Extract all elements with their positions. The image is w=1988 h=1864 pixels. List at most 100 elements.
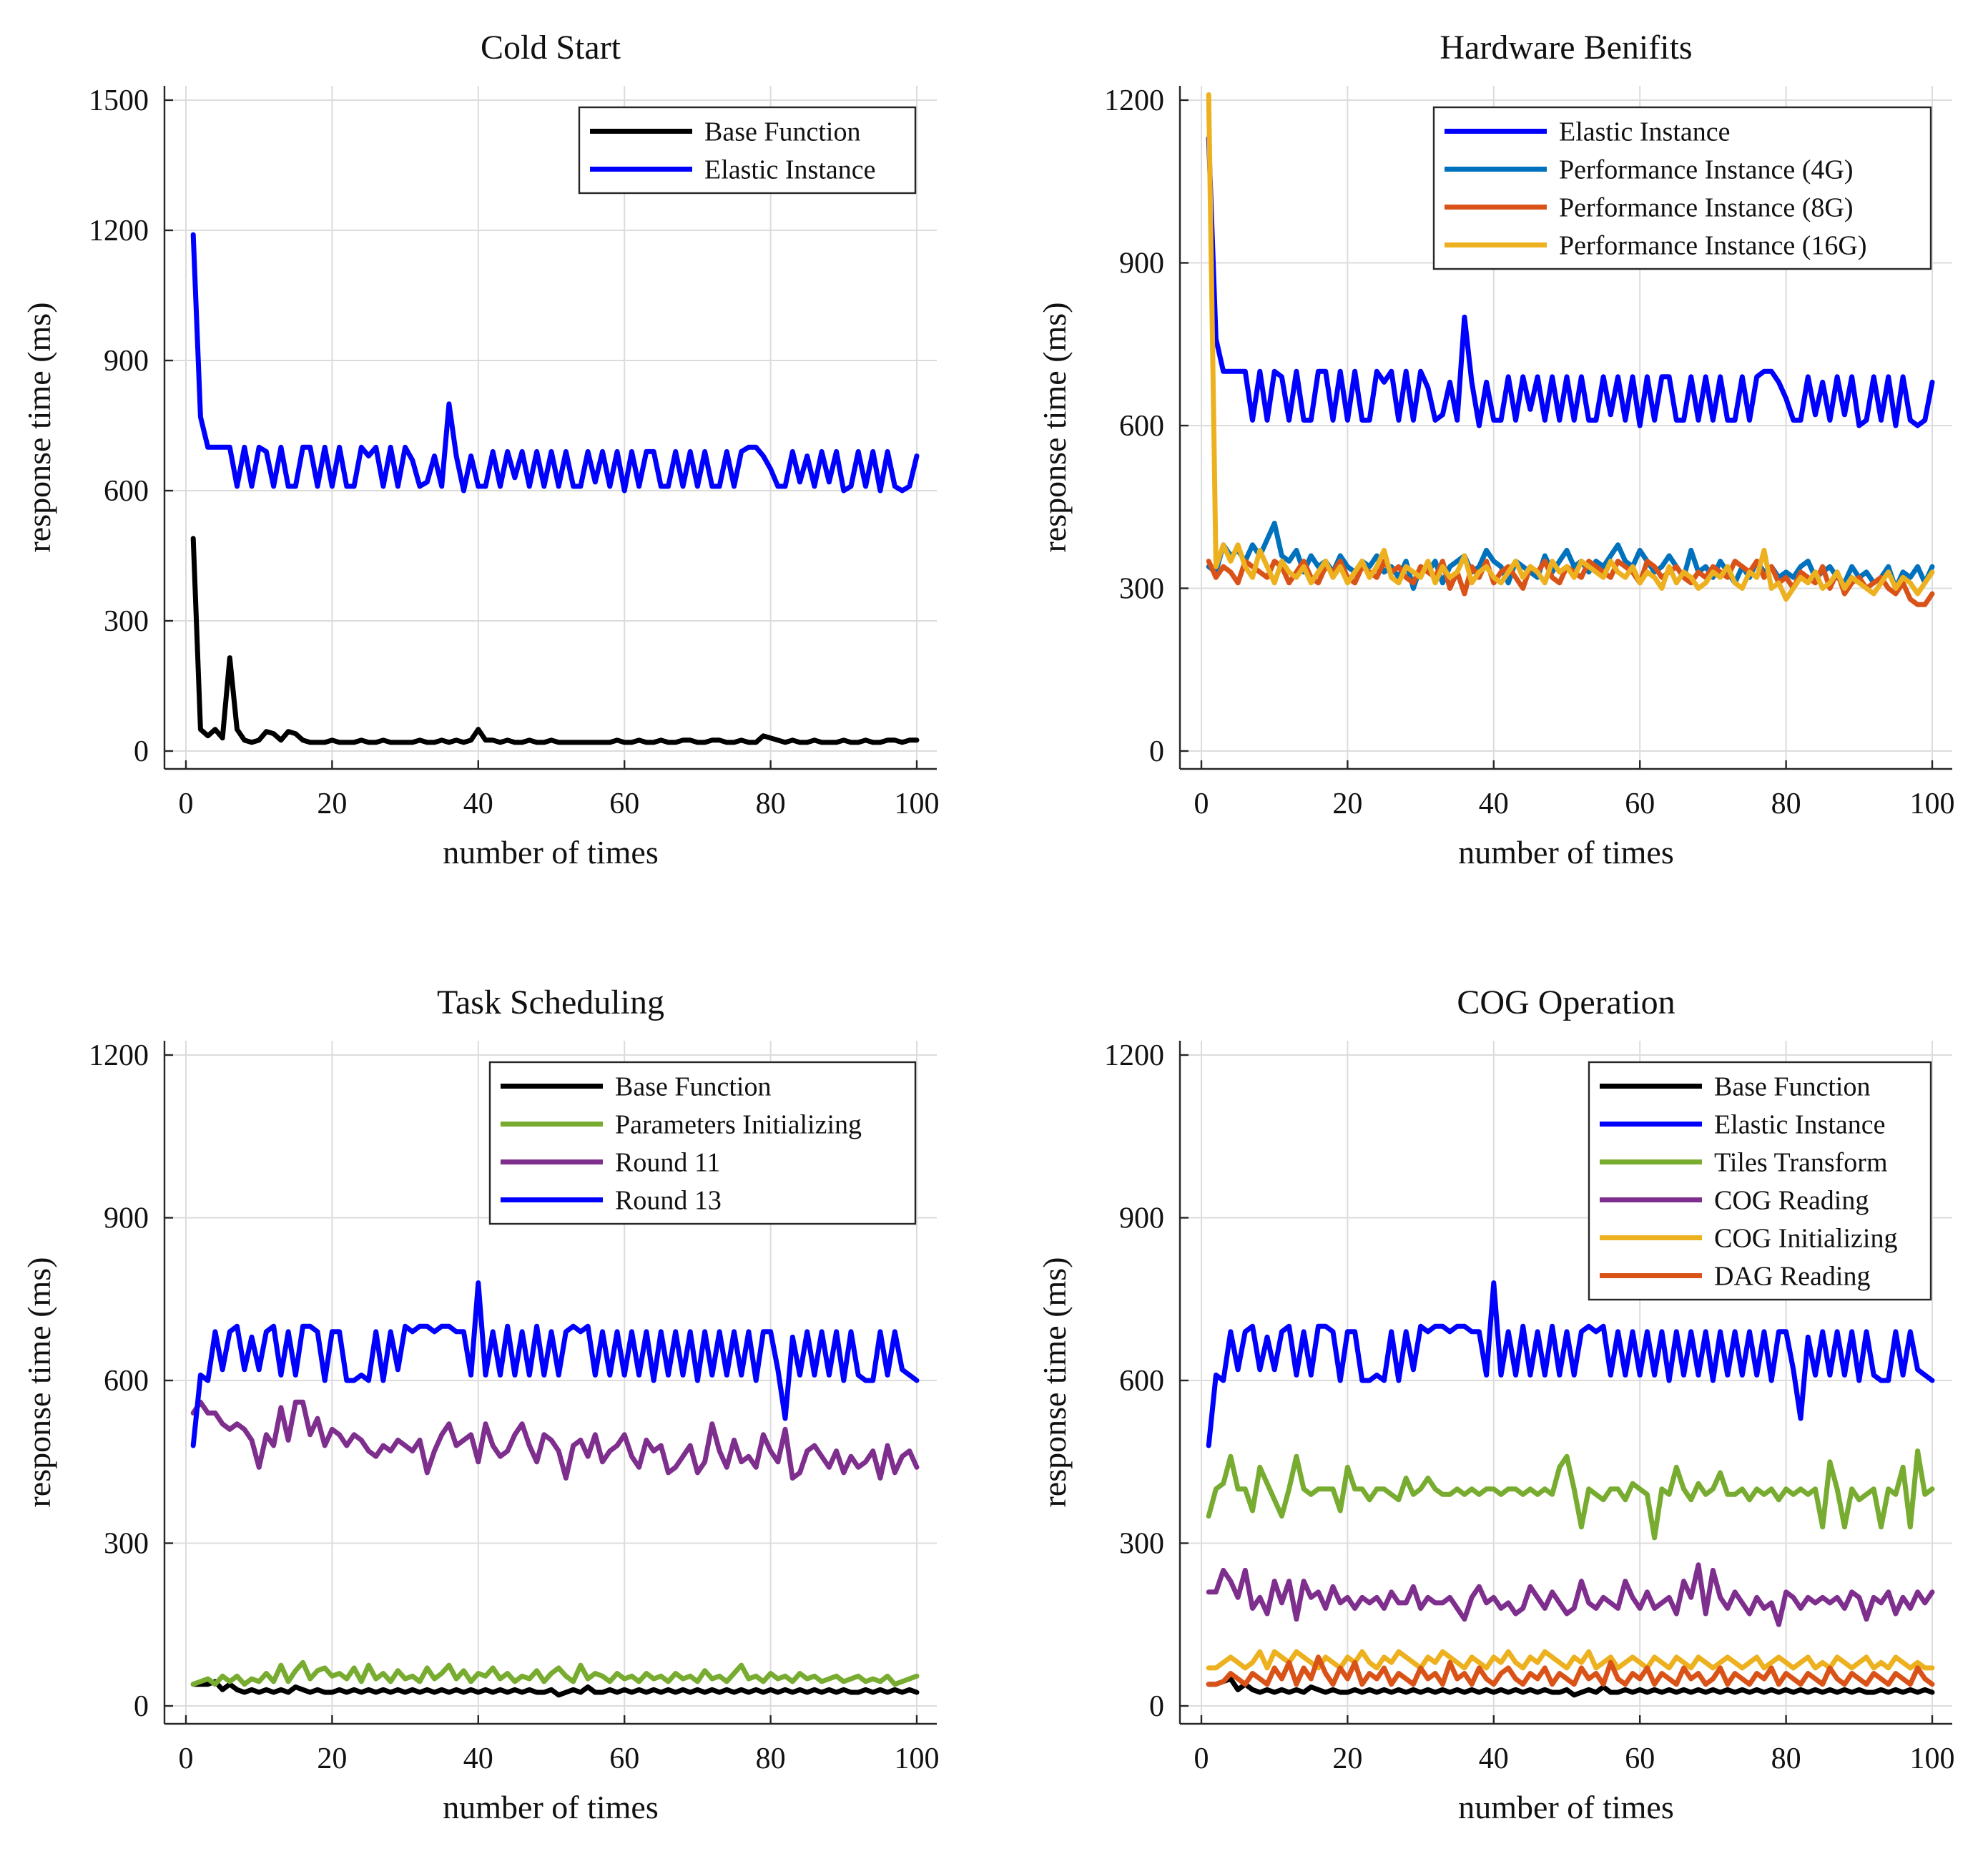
x-tick-label: 100 — [895, 1742, 940, 1775]
x-tick-label: 100 — [1910, 788, 1955, 820]
series-cog-reading — [1206, 1562, 1935, 1627]
legend: Elastic Instance Performance Instance (4G… — [1432, 106, 1932, 270]
legend-label: Performance Instance (8G) — [1559, 193, 1853, 223]
x-tick-label: 0 — [1194, 788, 1209, 820]
y-tick-label: 1200 — [89, 215, 149, 247]
chart-cog-operation: 0 20 40 60 80 100 0 300 600 900 1200 COG Operation n… — [1036, 983, 1955, 1825]
legend-label: COG Initializing — [1714, 1224, 1897, 1254]
x-tick-label: 60 — [1625, 1742, 1655, 1775]
y-tick-label: 1200 — [89, 1039, 149, 1072]
chart-title: COG Operation — [1457, 983, 1675, 1021]
x-tick-label: 20 — [317, 788, 347, 820]
x-tick-label: 80 — [1771, 1742, 1801, 1775]
y-tick-label: 600 — [104, 1365, 149, 1398]
y-axis-label: response time (ms) — [21, 302, 57, 552]
y-tick-label: 300 — [104, 605, 149, 638]
y-tick-label: 1200 — [1104, 1039, 1164, 1072]
legend-label: Performance Instance (4G) — [1559, 155, 1853, 185]
x-tick-label: 100 — [895, 788, 940, 820]
legend-label: Elastic Instance — [704, 155, 876, 185]
x-tick-label: 80 — [756, 788, 786, 820]
series-round-11 — [190, 1399, 920, 1481]
chart-title: Task Scheduling — [437, 983, 664, 1021]
y-axis-label: response time (ms) — [1036, 302, 1073, 552]
legend-label: Base Function — [1714, 1072, 1870, 1102]
x-tick-label: 20 — [317, 1742, 347, 1775]
series-base-function — [190, 1679, 920, 1698]
legend-box — [1432, 106, 1932, 270]
x-tick-label: 0 — [179, 1742, 194, 1775]
series-performance-instance-4g- — [1206, 521, 1935, 591]
legend-label: Elastic Instance — [1559, 117, 1731, 147]
x-tick-label: 0 — [179, 788, 194, 820]
x-tick-label: 20 — [1332, 788, 1362, 820]
y-tick-label: 0 — [134, 735, 149, 768]
y-tick-label: 0 — [134, 1690, 149, 1723]
y-tick-label: 300 — [104, 1528, 149, 1561]
legend-box — [488, 1061, 917, 1225]
chart-title: Cold Start — [481, 29, 621, 67]
y-tick-label: 0 — [1149, 1690, 1164, 1723]
series-cog-initializing — [1206, 1649, 1935, 1671]
x-axis-label: number of times — [1458, 1789, 1674, 1825]
y-tick-label: 300 — [1119, 573, 1164, 606]
series-performance-instance-16g- — [1206, 92, 1935, 602]
legend-label: Performance Instance (16G) — [1559, 231, 1866, 261]
x-tick-label: 80 — [1771, 788, 1801, 820]
series-elastic-instance — [190, 232, 920, 494]
x-tick-label: 60 — [609, 1742, 639, 1775]
y-tick-label: 600 — [1119, 410, 1164, 443]
legend-label: Tiles Transform — [1714, 1148, 1888, 1178]
grid-lines — [164, 86, 937, 769]
y-tick-label: 1200 — [1104, 84, 1164, 117]
x-tick-label: 40 — [463, 788, 493, 820]
y-tick-label: 900 — [1119, 1202, 1164, 1235]
series-base-function — [1206, 1676, 1935, 1698]
chart-title: Hardware Benifits — [1440, 29, 1692, 67]
series-elastic-instance — [1206, 135, 1935, 428]
legend-label: Parameters Initializing — [615, 1110, 862, 1140]
legend: Base Function Elastic Instance Tiles Trans… — [1588, 1061, 1932, 1301]
series-elastic-instance — [1206, 1280, 1935, 1448]
x-tick-label: 60 — [1625, 788, 1655, 820]
legend-label: Round 13 — [615, 1186, 722, 1216]
chart-cold-start: 0 20 40 60 80 100 0 300 600 900 1200 1500 Cold Start… — [21, 29, 940, 870]
y-tick-label: 900 — [1119, 247, 1164, 280]
chart-hardware-benifits: 0 20 40 60 80 100 0 300 600 900 1200 Hardware Benif… — [1036, 29, 1955, 870]
series-dag-reading — [1206, 1654, 1935, 1687]
series-parameters-initializing — [190, 1659, 920, 1687]
legend-label: DAG Reading — [1714, 1262, 1870, 1292]
y-tick-label: 600 — [1119, 1365, 1164, 1398]
x-tick-label: 20 — [1332, 1742, 1362, 1775]
x-tick-label: 60 — [609, 788, 639, 820]
legend-label: COG Reading — [1714, 1186, 1869, 1216]
series-base-function — [190, 536, 920, 745]
legend-label: Base Function — [704, 117, 860, 147]
y-tick-label: 600 — [104, 475, 149, 508]
series-tiles-transform — [1206, 1448, 1935, 1541]
x-tick-label: 0 — [1194, 1742, 1209, 1775]
x-axis-label: number of times — [443, 834, 659, 870]
x-tick-label: 80 — [756, 1742, 786, 1775]
legend-label: Base Function — [615, 1072, 771, 1102]
y-tick-label: 300 — [1119, 1528, 1164, 1561]
x-tick-label: 40 — [1479, 1742, 1509, 1775]
legend: Base Function Parameters Initializing Roun… — [488, 1061, 917, 1225]
legend-label: Elastic Instance — [1714, 1110, 1886, 1140]
series-round-13 — [190, 1280, 920, 1448]
legend-box — [1588, 1061, 1932, 1301]
x-axis-label: number of times — [1458, 834, 1674, 870]
legend: Base Function Elastic Instance — [578, 106, 917, 195]
x-tick-label: 100 — [1910, 1742, 1955, 1775]
y-axis-label: response time (ms) — [1036, 1257, 1073, 1507]
y-tick-label: 900 — [104, 1202, 149, 1235]
y-axis-label: response time (ms) — [21, 1257, 57, 1507]
legend-label: Round 11 — [615, 1148, 720, 1178]
y-tick-label: 0 — [1149, 735, 1164, 768]
x-tick-label: 40 — [463, 1742, 493, 1775]
legend-box — [578, 106, 917, 195]
chart-task-scheduling: 0 20 40 60 80 100 0 300 600 900 1200 Task Schedulin… — [21, 983, 940, 1825]
x-axis-label: number of times — [443, 1789, 659, 1825]
y-tick-label: 900 — [104, 345, 149, 378]
